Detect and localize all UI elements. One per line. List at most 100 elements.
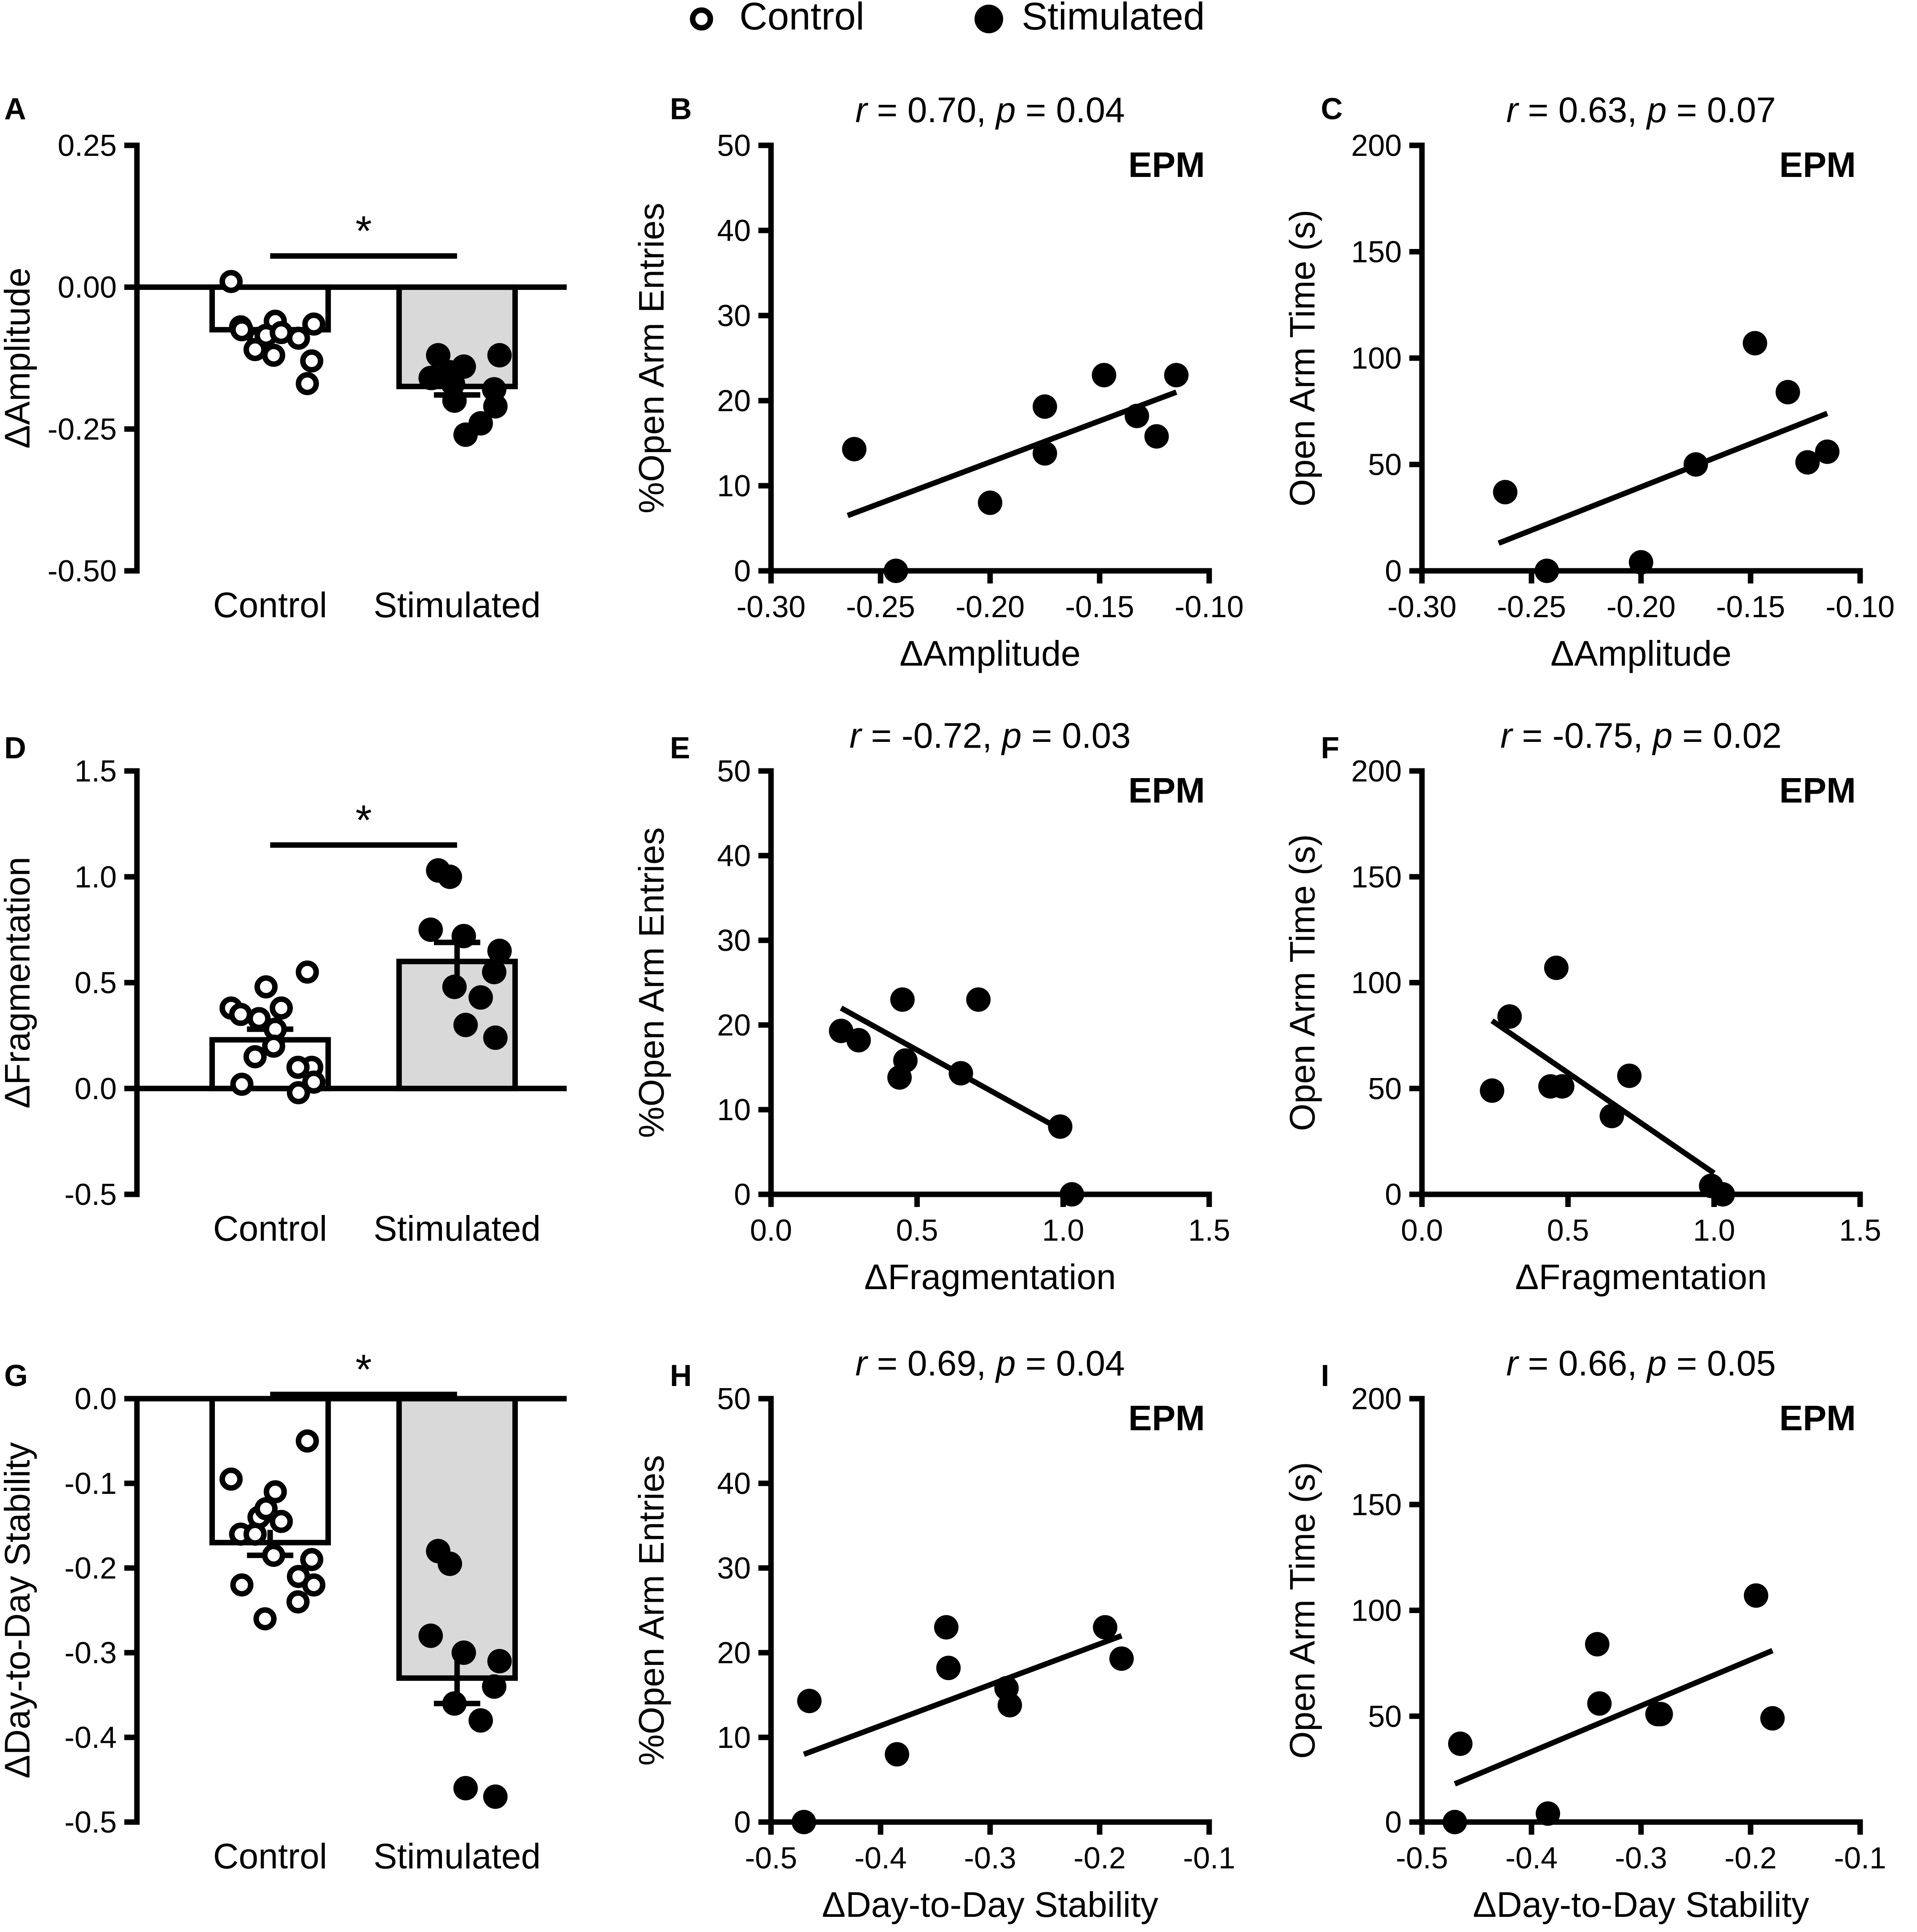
data-point	[1109, 1646, 1134, 1671]
x-tick-label: 0.0	[1401, 1214, 1443, 1247]
title-r-value: = 0.66,	[1518, 1343, 1647, 1383]
y-axis-label: ΔFragmentation	[0, 857, 37, 1109]
data-point	[1775, 380, 1800, 404]
y-tick-label: 200	[1351, 129, 1402, 163]
y-tick-label: 100	[1351, 966, 1402, 1000]
y-tick-label: 1.5	[75, 755, 117, 788]
x-tick-label: -0.25	[846, 590, 915, 624]
data-point	[1550, 1074, 1574, 1099]
y-tick-label: -0.4	[64, 1721, 117, 1755]
data-point	[1164, 363, 1189, 388]
data-point	[978, 490, 1002, 515]
epm-annotation: EPM	[1128, 1398, 1205, 1438]
y-tick-label: -0.5	[64, 1806, 117, 1839]
panel-label: A	[4, 92, 26, 126]
panel-H: H 0 10 20 30 40 50 %Open Arm Entries -0.5 -0.4 -0…	[632, 1343, 1235, 1924]
title-r-symbol: r	[855, 90, 868, 130]
x-category-label: Stimulated	[373, 1209, 541, 1248]
data-point	[1033, 394, 1057, 419]
data-point-stimulated	[451, 923, 476, 948]
data-point	[1536, 1801, 1560, 1826]
title-p-value: = 0.04	[1016, 90, 1125, 130]
y-tick-label: 0.25	[58, 129, 117, 163]
significance-star: *	[356, 797, 372, 844]
title-p-symbol: p	[1646, 1343, 1667, 1383]
title-r-symbol: r	[1506, 90, 1519, 130]
data-point-control	[243, 1045, 267, 1068]
y-tick-label: -0.50	[48, 554, 117, 588]
data-point	[887, 1065, 912, 1090]
title-r-value: = 0.70,	[867, 90, 996, 130]
data-point	[1585, 1632, 1609, 1656]
significance-star: *	[356, 208, 372, 255]
x-tick-label: 0.5	[896, 1214, 938, 1247]
panel-A: A 0.25 0.00 -0.25 -0.50 ΔAmplitude Control Sti…	[0, 92, 567, 625]
x-category-label: Control	[213, 1836, 327, 1876]
title-r-value: = 0.69,	[867, 1343, 996, 1383]
panel-label: D	[4, 731, 26, 765]
y-tick-label: 150	[1351, 235, 1402, 269]
y-tick-label: 150	[1351, 860, 1402, 894]
y-axis-label: Open Arm Time (s)	[1282, 210, 1322, 507]
y-axis-label: %Open Arm Entries	[632, 203, 671, 514]
data-point-control	[263, 1480, 287, 1504]
data-point	[1534, 559, 1559, 583]
data-point-stimulated	[451, 1640, 476, 1665]
data-point-control	[302, 312, 326, 336]
y-tick-label: 40	[717, 214, 751, 248]
x-tick-label: -0.5	[1396, 1841, 1448, 1875]
x-category-label: Stimulated	[373, 585, 541, 625]
data-point-control	[230, 1073, 254, 1096]
y-tick-label: 0.5	[75, 966, 117, 1000]
data-point	[1448, 1731, 1473, 1756]
x-axis-label: ΔFragmentation	[1515, 1257, 1767, 1297]
x-tick-label: -0.15	[1716, 590, 1785, 624]
data-point	[997, 1693, 1022, 1718]
data-point-control	[300, 349, 324, 373]
y-tick-label: 10	[717, 1093, 751, 1127]
panel-label: I	[1321, 1359, 1329, 1393]
data-point	[1760, 1706, 1785, 1731]
x-tick-label: -0.4	[1505, 1841, 1558, 1875]
data-point-stimulated	[442, 1691, 467, 1716]
y-tick-label: 100	[1351, 342, 1402, 375]
x-tick-label: -0.2	[1724, 1841, 1777, 1875]
x-tick-label: 1.5	[1839, 1214, 1881, 1247]
legend-stimulated-marker	[975, 5, 1003, 33]
x-axis-label: ΔDay-to-Day Stability	[1473, 1885, 1809, 1924]
y-tick-label: -0.5	[64, 1178, 117, 1212]
data-point-stimulated	[418, 1623, 443, 1648]
epm-annotation: EPM	[1779, 771, 1856, 810]
x-axis-label: ΔAmplitude	[900, 634, 1081, 673]
data-point-control	[253, 1607, 277, 1631]
data-point	[1092, 363, 1116, 388]
y-tick-label: 0	[734, 1178, 751, 1212]
data-point	[1497, 1004, 1522, 1029]
data-point-stimulated	[482, 960, 506, 985]
panel-B: B 0 10 20 30 40 50 %Open Arm Entries -0.30 -0.25…	[632, 90, 1244, 673]
data-point	[1795, 450, 1820, 475]
data-point	[1711, 1182, 1735, 1207]
data-point-control	[243, 1523, 267, 1546]
legend: Control Stimulated	[690, 0, 1205, 38]
data-point	[948, 1061, 973, 1086]
title-p-value: = 0.05	[1667, 1343, 1776, 1383]
data-point	[1048, 1114, 1073, 1139]
epm-annotation: EPM	[1128, 771, 1205, 810]
y-tick-label: 30	[717, 1552, 751, 1585]
title-p-value: = 0.04	[1016, 1343, 1125, 1383]
regression-line	[1497, 411, 1829, 546]
title-p-value: = 0.02	[1673, 716, 1782, 755]
x-tick-label: -0.3	[1615, 1841, 1667, 1875]
data-point-stimulated	[482, 1674, 506, 1699]
y-tick-label: 200	[1351, 1382, 1402, 1416]
data-point-control	[262, 1034, 285, 1058]
data-point-stimulated	[437, 1551, 462, 1576]
epm-annotation: EPM	[1128, 145, 1205, 185]
x-tick-label: -0.30	[1387, 590, 1456, 624]
data-point-control	[286, 1081, 310, 1105]
x-tick-label: 1.5	[1188, 1214, 1230, 1247]
data-point-control	[262, 1544, 285, 1567]
x-tick-label: 1.0	[1042, 1214, 1084, 1247]
